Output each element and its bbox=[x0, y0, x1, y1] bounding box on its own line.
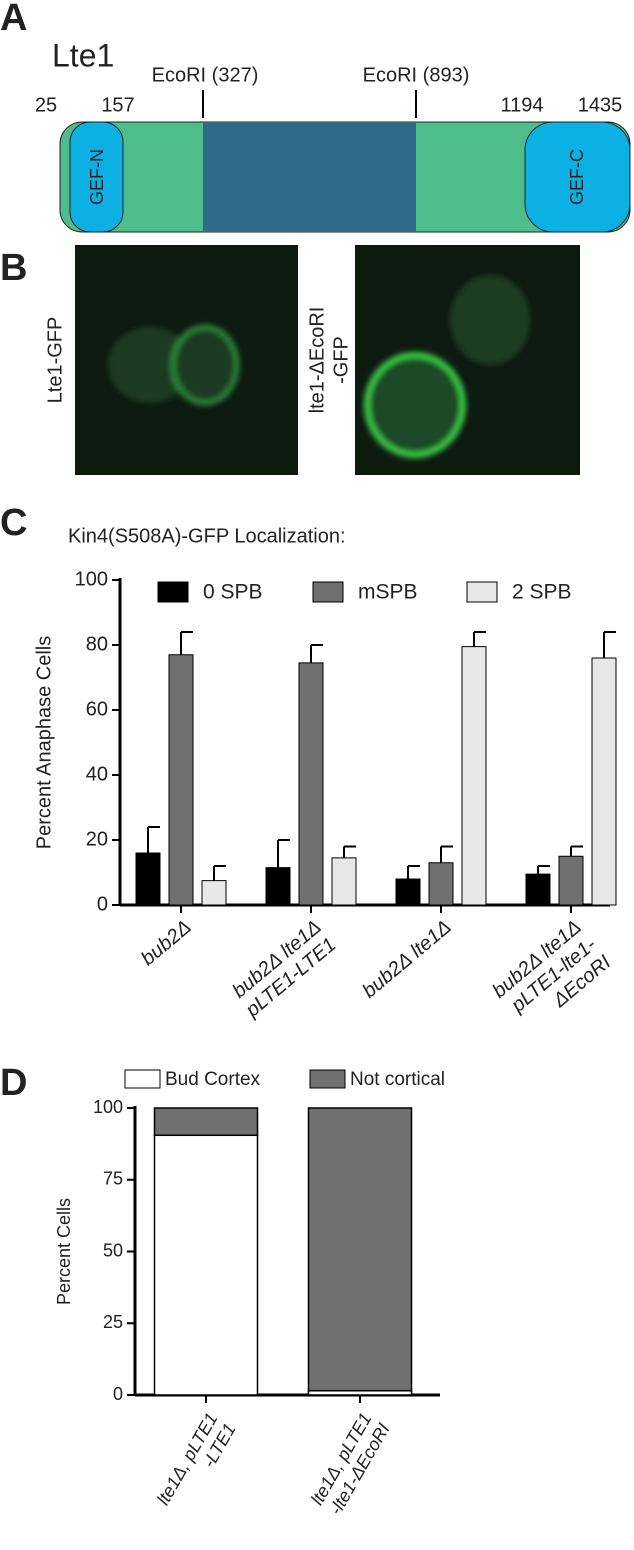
domain-label: GEF-N bbox=[87, 149, 107, 205]
y-tick-label: 75 bbox=[103, 1169, 123, 1189]
bar bbox=[558, 855, 584, 906]
domain bbox=[69, 121, 124, 233]
y-tick-label: 80 bbox=[86, 633, 108, 655]
y-tick-label: 40 bbox=[86, 763, 108, 785]
bar-segment bbox=[153, 1107, 259, 1137]
y-tick-label: 25 bbox=[103, 1312, 123, 1332]
legend-label: 0 SPB bbox=[203, 581, 263, 604]
y-axis-label: Percent Cells bbox=[54, 1198, 74, 1305]
position-label: 1435 bbox=[578, 94, 623, 116]
y-tick-label: 50 bbox=[103, 1240, 123, 1260]
protein-name: Lte1 bbox=[52, 37, 114, 73]
y-tick-label: 0 bbox=[113, 1384, 123, 1404]
panel-label: B bbox=[0, 247, 27, 289]
image-label: lte1-ΔEcoRI bbox=[306, 307, 328, 414]
y-tick-label: 100 bbox=[75, 568, 108, 590]
site-label: EcoRI (327) bbox=[152, 64, 259, 86]
legend-swatch bbox=[312, 581, 344, 603]
bar bbox=[168, 654, 194, 906]
bar-segment bbox=[153, 1134, 259, 1396]
image-label: Lte1-GFP bbox=[44, 317, 66, 404]
y-tick-label: 20 bbox=[86, 828, 108, 850]
deleted-region bbox=[203, 123, 416, 231]
legend-label: Not cortical bbox=[350, 1069, 445, 1090]
site-label: EcoRI (893) bbox=[363, 64, 470, 86]
x-tick-label-line: bub2Δ bbox=[137, 916, 196, 970]
bar bbox=[591, 657, 617, 906]
bar bbox=[461, 646, 487, 906]
panel-label: C bbox=[0, 502, 27, 544]
legend-swatch bbox=[466, 581, 498, 603]
bar bbox=[428, 862, 454, 906]
bar bbox=[201, 880, 227, 906]
bar-segment bbox=[307, 1107, 413, 1392]
position-label: 25 bbox=[35, 94, 57, 116]
cells bbox=[108, 324, 240, 406]
legend-label: Bud Cortex bbox=[165, 1069, 261, 1090]
cells bbox=[364, 275, 530, 458]
legend-swatch bbox=[124, 1069, 161, 1089]
position-label: 1194 bbox=[500, 94, 543, 116]
y-tick-label: 100 bbox=[93, 1097, 123, 1117]
y-axis-label: Percent Anaphase Cells bbox=[33, 636, 55, 849]
legend-swatch bbox=[309, 1069, 346, 1089]
legend-label: 2 SPB bbox=[512, 581, 572, 604]
image-label: -GFP bbox=[330, 336, 352, 384]
bar bbox=[265, 867, 291, 906]
y-tick-label: 60 bbox=[86, 698, 108, 720]
domain bbox=[524, 121, 631, 233]
bar bbox=[395, 878, 421, 906]
panel-label: D bbox=[0, 1062, 27, 1104]
legend-label: mSPB bbox=[358, 581, 418, 604]
position-label: 157 bbox=[101, 94, 134, 116]
bar bbox=[135, 852, 161, 906]
x-tick-label: bub2Δ bbox=[137, 916, 196, 970]
x-tick-label: lte1Δ, pLTE1-LTE1 bbox=[153, 1409, 240, 1508]
legend-swatch bbox=[157, 581, 189, 603]
y-tick-label: 0 bbox=[97, 893, 108, 915]
chart-title: Kin4(S508A)-GFP Localization: bbox=[68, 525, 346, 547]
domain-label: GEF-C bbox=[567, 149, 587, 205]
bar bbox=[525, 873, 551, 906]
x-tick-label: bub2Δ lte1Δ bbox=[358, 916, 455, 1003]
x-tick-label-line: bub2Δ lte1Δ bbox=[358, 916, 455, 1003]
bar bbox=[298, 662, 324, 906]
x-tick-label: lte1Δ, pLTE1-lte1-ΔEcoRI bbox=[307, 1409, 394, 1518]
bar bbox=[331, 857, 357, 906]
panel-label: A bbox=[0, 0, 27, 39]
